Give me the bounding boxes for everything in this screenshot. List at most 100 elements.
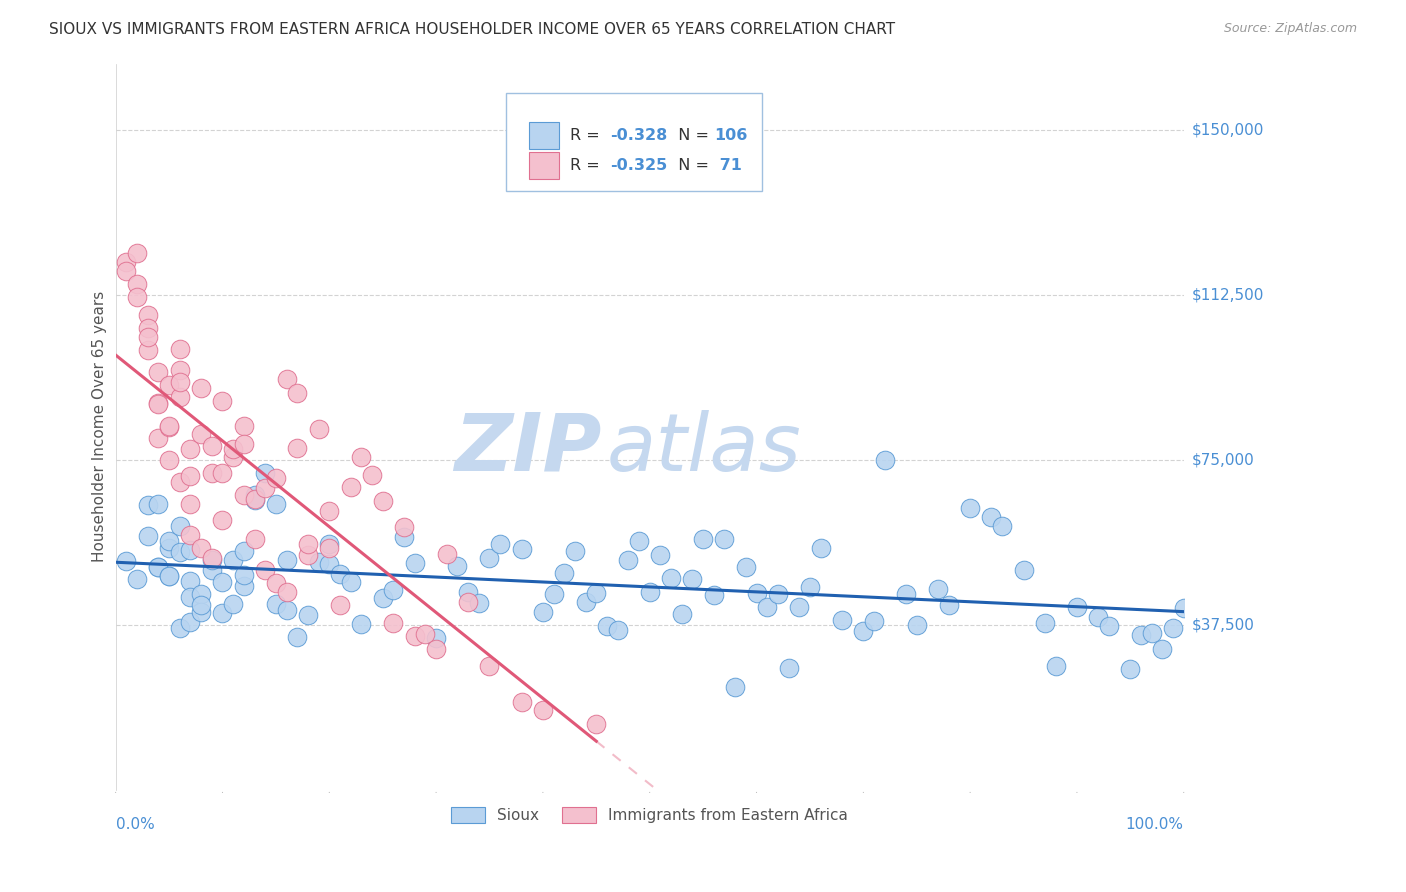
Point xyxy=(169,375,191,389)
Point xyxy=(179,574,201,588)
Point xyxy=(745,586,768,600)
Point xyxy=(222,597,245,611)
Point xyxy=(308,555,330,569)
Point xyxy=(115,255,138,269)
Point xyxy=(148,395,170,409)
Point xyxy=(169,545,191,559)
Point xyxy=(959,501,981,516)
Point xyxy=(148,365,170,379)
Point xyxy=(169,390,191,404)
Point xyxy=(136,343,159,357)
Point xyxy=(243,493,266,508)
Y-axis label: Householder Income Over 65 years: Householder Income Over 65 years xyxy=(93,291,107,563)
Point xyxy=(510,541,533,556)
Point xyxy=(276,603,298,617)
Point xyxy=(1066,599,1088,614)
Point xyxy=(222,450,245,464)
Point xyxy=(1045,659,1067,673)
Point xyxy=(232,567,254,582)
Point xyxy=(799,580,821,594)
Point xyxy=(371,591,394,606)
Point xyxy=(297,608,319,623)
Text: -0.328: -0.328 xyxy=(610,128,668,143)
Text: $37,500: $37,500 xyxy=(1192,617,1256,632)
Point xyxy=(810,541,832,555)
Point xyxy=(264,576,287,591)
Text: ZIP: ZIP xyxy=(454,409,602,488)
Point xyxy=(115,554,138,568)
Point xyxy=(734,559,756,574)
Point xyxy=(243,533,266,547)
Point xyxy=(543,587,565,601)
Text: SIOUX VS IMMIGRANTS FROM EASTERN AFRICA HOUSEHOLDER INCOME OVER 65 YEARS CORRELA: SIOUX VS IMMIGRANTS FROM EASTERN AFRICA … xyxy=(49,22,896,37)
Point xyxy=(1098,619,1121,633)
Point xyxy=(148,497,170,511)
Point xyxy=(190,598,212,612)
Point xyxy=(232,579,254,593)
Text: N =: N = xyxy=(668,128,714,143)
Point xyxy=(1173,601,1195,615)
Point xyxy=(125,277,148,291)
Point xyxy=(392,530,415,544)
Point xyxy=(211,394,233,409)
Point xyxy=(510,695,533,709)
Point xyxy=(201,551,224,566)
Point xyxy=(371,493,394,508)
Point xyxy=(232,488,254,502)
Point xyxy=(254,466,277,480)
Point xyxy=(564,543,586,558)
Point xyxy=(382,615,405,630)
Point xyxy=(201,564,224,578)
Point xyxy=(329,598,352,612)
Point xyxy=(392,520,415,534)
Point xyxy=(318,504,340,518)
Point xyxy=(650,548,672,562)
Point xyxy=(232,437,254,451)
Point xyxy=(190,541,212,555)
Point xyxy=(297,537,319,551)
Point xyxy=(382,582,405,597)
Point xyxy=(938,598,960,612)
Point xyxy=(1087,610,1109,624)
Point xyxy=(329,567,352,582)
Point xyxy=(531,606,554,620)
Point xyxy=(232,419,254,434)
Point xyxy=(201,553,224,567)
Point xyxy=(264,597,287,611)
Point xyxy=(222,553,245,567)
Point xyxy=(339,481,361,495)
Point xyxy=(415,627,437,641)
Point xyxy=(681,573,703,587)
Point xyxy=(404,629,426,643)
Point xyxy=(254,481,277,495)
Point xyxy=(148,431,170,445)
Point xyxy=(190,427,212,442)
Point xyxy=(308,422,330,436)
Point xyxy=(157,419,180,434)
Point xyxy=(756,600,779,615)
Point xyxy=(148,560,170,574)
Text: atlas: atlas xyxy=(607,409,801,488)
Point xyxy=(692,532,714,546)
Point xyxy=(585,716,607,731)
Point xyxy=(350,616,373,631)
Point xyxy=(873,452,896,467)
Text: -0.325: -0.325 xyxy=(610,158,668,173)
Point xyxy=(905,617,928,632)
Point xyxy=(179,615,201,629)
Point xyxy=(1012,563,1035,577)
Point xyxy=(1033,615,1056,630)
Point xyxy=(201,439,224,453)
Point xyxy=(169,363,191,377)
Point xyxy=(125,572,148,586)
Point xyxy=(425,641,447,656)
Text: R =: R = xyxy=(569,128,605,143)
Point xyxy=(553,566,575,580)
Point xyxy=(361,467,384,482)
Point xyxy=(425,632,447,646)
Point xyxy=(211,466,233,480)
Point xyxy=(179,497,201,511)
Point xyxy=(1152,642,1174,657)
Point xyxy=(169,518,191,533)
FancyBboxPatch shape xyxy=(529,152,560,179)
